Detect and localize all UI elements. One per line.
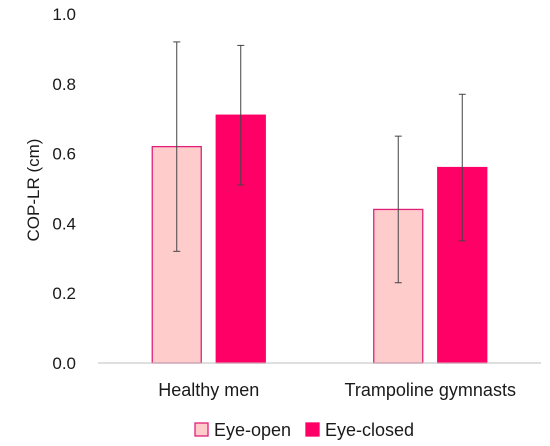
y-tick-label: 0.6	[52, 145, 76, 164]
y-tick-label: 0.4	[52, 214, 76, 233]
legend-swatch	[305, 422, 320, 437]
category-label: Trampoline gymnasts	[345, 380, 516, 400]
category-labels: Healthy men Trampoline gymnasts	[158, 380, 516, 400]
y-tick-label: 0.8	[52, 75, 76, 94]
y-tick-label: 1.0	[52, 5, 76, 24]
legend-swatch	[194, 422, 209, 437]
y-axis-label: COP-LR (cm)	[24, 139, 43, 242]
legend-label: Eye-closed	[325, 420, 414, 440]
y-tick-labels: 0.0 0.2 0.4 0.6 0.8 1.0	[52, 5, 76, 373]
bars	[151, 114, 488, 364]
bar-eye-closed	[437, 166, 488, 364]
legend: Eye-open Eye-closed	[194, 420, 414, 440]
y-tick-label: 0.0	[52, 354, 76, 373]
y-tick-label: 0.2	[52, 284, 76, 303]
error-bars	[173, 41, 466, 284]
legend-label: Eye-open	[214, 420, 291, 440]
category-label: Healthy men	[158, 380, 259, 400]
